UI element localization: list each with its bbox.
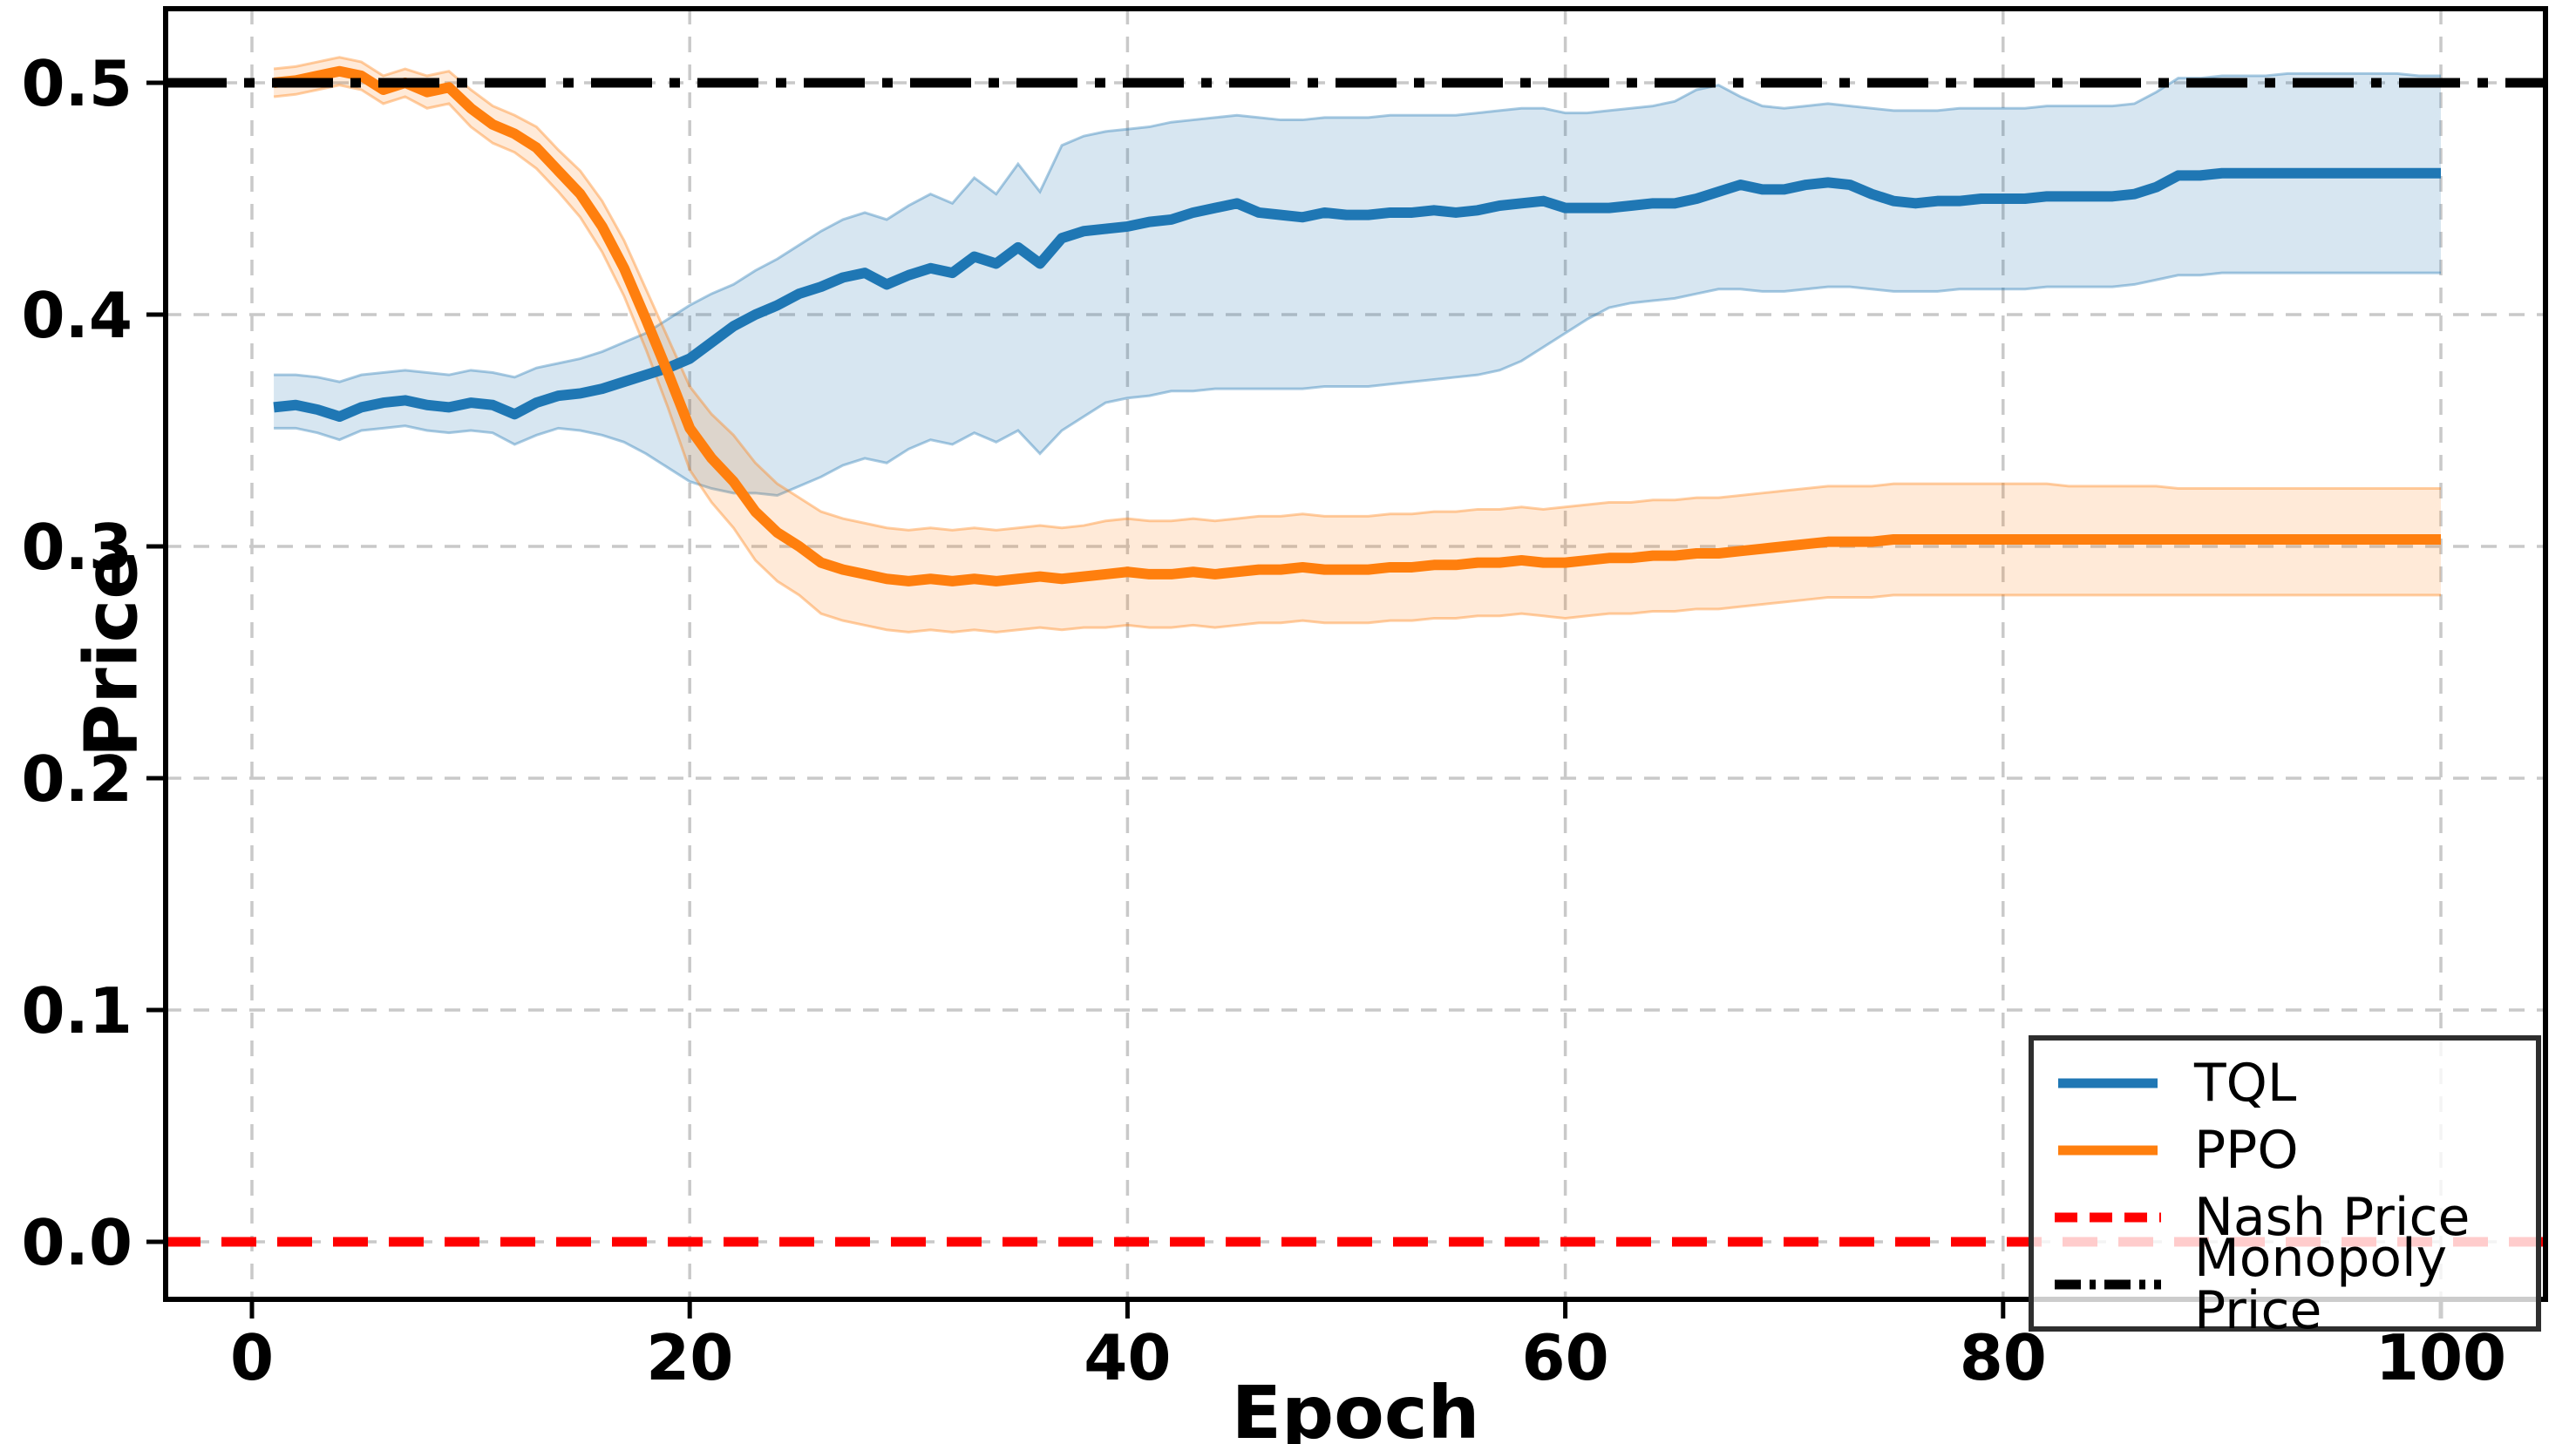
legend-label-ppo: PPO bbox=[2194, 1119, 2299, 1181]
legend-item-tql: TQL bbox=[2034, 1053, 2536, 1114]
tql-band-lower-edge bbox=[274, 271, 2441, 498]
x-tick-label: 100 bbox=[2375, 1321, 2506, 1394]
x-tick-label: 20 bbox=[646, 1321, 733, 1394]
x-tick-label: 60 bbox=[1521, 1321, 1608, 1394]
legend-label-nash-price: Nash Price bbox=[2194, 1186, 2471, 1248]
y-tick-label: 0.2 bbox=[21, 742, 133, 816]
y-tick-label: 0.3 bbox=[21, 511, 133, 584]
nash-price-line-icon bbox=[2055, 1212, 2161, 1222]
monopoly-price-line-icon bbox=[2055, 1279, 2161, 1289]
x-tick-label: 0 bbox=[230, 1321, 274, 1394]
plot-border bbox=[163, 6, 2548, 1302]
legend-item-monopoly-price: Monopoly Price bbox=[2034, 1232, 2536, 1337]
y-axis-label: Price bbox=[68, 549, 154, 758]
legend-label-monopoly-price: Monopoly Price bbox=[2194, 1227, 2448, 1341]
legend: TQL PPO Nash Price Monopoly Price bbox=[2029, 1035, 2541, 1337]
ppo-line-icon bbox=[2058, 1145, 2158, 1155]
y-tick-label: 0.5 bbox=[21, 47, 133, 120]
y-tick-label: 0.4 bbox=[21, 279, 133, 352]
tql-line bbox=[273, 167, 2441, 423]
tql-confidence-band bbox=[274, 73, 2442, 496]
ppo-band-upper-edge bbox=[273, 56, 2441, 532]
ppo-confidence-band bbox=[274, 57, 2442, 633]
x-tick-label: 80 bbox=[1960, 1321, 2047, 1394]
x-tick-label: 40 bbox=[1084, 1321, 1171, 1394]
y-tick-label: 0.1 bbox=[21, 974, 133, 1047]
y-tick-label: 0.0 bbox=[21, 1206, 133, 1279]
tql-band-upper-edge bbox=[274, 71, 2441, 383]
legend-label-tql: TQL bbox=[2194, 1052, 2297, 1114]
tql-line-icon bbox=[2058, 1078, 2158, 1088]
legend-item-ppo: PPO bbox=[2034, 1120, 2536, 1181]
ppo-band-lower-edge bbox=[273, 84, 2441, 634]
legend-item-nash-price: Nash Price bbox=[2034, 1187, 2536, 1248]
x-axis-label: Epoch bbox=[1231, 1370, 1480, 1444]
ppo-line bbox=[273, 65, 2441, 586]
